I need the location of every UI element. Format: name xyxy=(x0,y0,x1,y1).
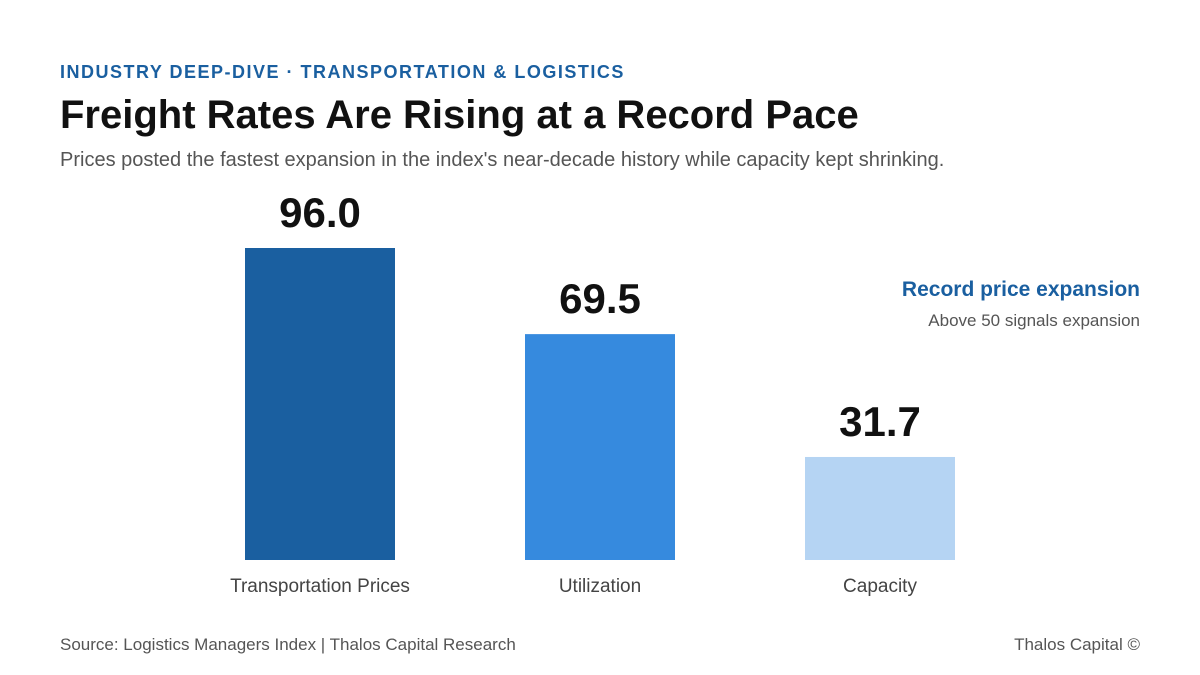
x-tick-label: Transportation Prices xyxy=(230,576,410,597)
eyebrow: INDUSTRY DEEP-DIVE · TRANSPORTATION & LO… xyxy=(60,62,625,82)
x-tick-label: Capacity xyxy=(843,576,917,597)
chart-subtitle: Prices posted the fastest expansion in t… xyxy=(60,149,944,171)
x-tick-label: Utilization xyxy=(559,576,641,597)
bar xyxy=(805,456,955,560)
bar xyxy=(245,248,395,560)
chart-title: Freight Rates Are Rising at a Record Pac… xyxy=(60,93,859,137)
footer-brand: Thalos Capital © xyxy=(1014,635,1140,654)
value-label: 96.0 xyxy=(279,189,361,236)
bar xyxy=(525,334,675,560)
annotation-text: Above 50 signals expansion xyxy=(928,311,1140,330)
annotation-title: Record price expansion xyxy=(902,278,1140,301)
value-label: 69.5 xyxy=(559,275,641,322)
footer-source: Source: Logistics Managers Index | Thalo… xyxy=(60,635,516,654)
value-label: 31.7 xyxy=(839,398,921,445)
